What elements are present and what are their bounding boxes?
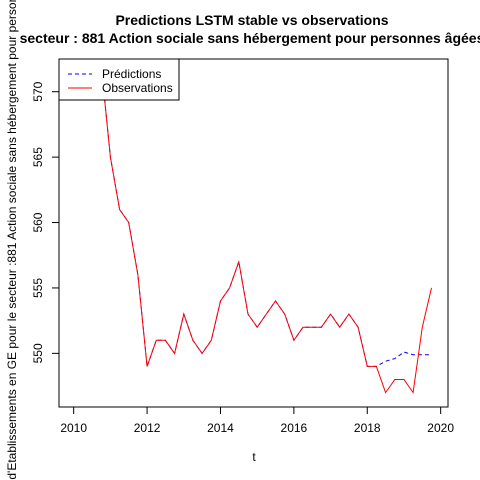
y-tick-label: 555 [31, 278, 45, 298]
x-axis: 2010 2012 2014 2016 2018 2020 [60, 406, 454, 435]
x-tick-label: 2014 [207, 421, 234, 435]
x-tick-label: 2016 [281, 421, 308, 435]
series-line-observations [66, 59, 432, 394]
x-tick-label: 2010 [60, 421, 87, 435]
x-tick-label: 2020 [427, 421, 454, 435]
legend-box [58, 58, 180, 101]
x-axis-label: t [252, 450, 256, 464]
chart-subtitle: secteur : 881 Action sociale sans héberg… [20, 30, 480, 46]
plot-frame [58, 58, 449, 408]
y-tick-label: 560 [31, 212, 45, 232]
legend-label: Observations [102, 81, 173, 95]
y-tick-label: 565 [31, 147, 45, 167]
y-tick-label: 570 [31, 81, 45, 101]
y-tick-label: 550 [31, 343, 45, 363]
chart-title: Predictions LSTM stable vs observations [115, 12, 388, 28]
y-axis: 550 555 560 565 570 [31, 81, 60, 363]
x-tick-label: 2018 [354, 421, 381, 435]
series-layer [66, 59, 432, 394]
legend-label: Prédictions [102, 67, 161, 81]
y-axis-label: Nombre d'Etablissements en GE pour le se… [5, 0, 19, 480]
x-tick-label: 2012 [134, 421, 161, 435]
